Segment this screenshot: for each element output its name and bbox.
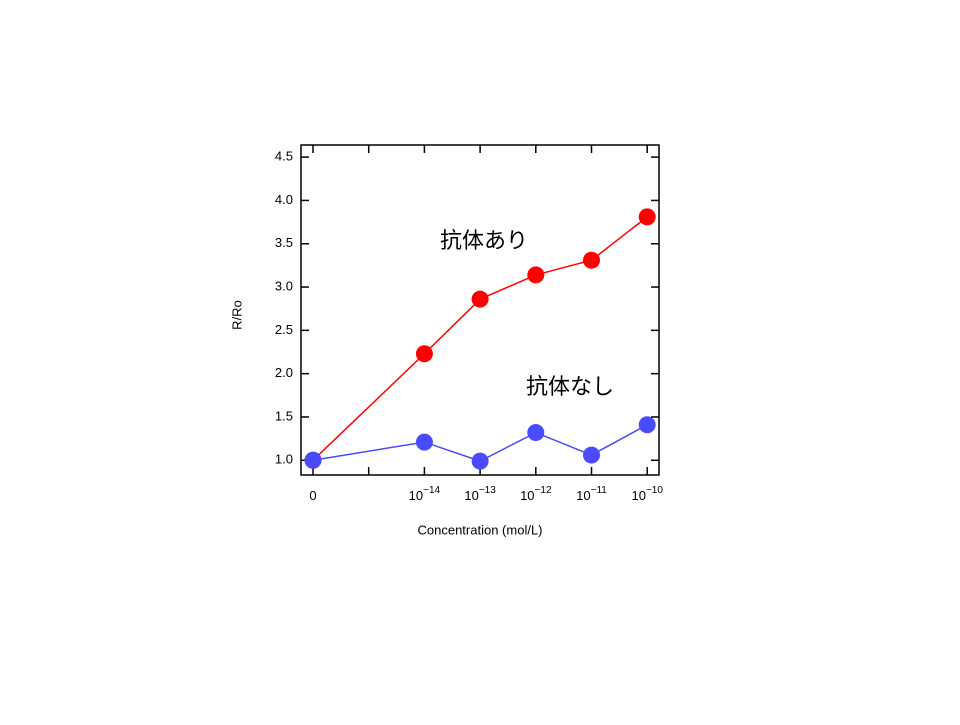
- y-tick-label: 3.0: [275, 278, 293, 293]
- y-tick-label: 1.5: [275, 408, 293, 423]
- y-tick-label: 3.5: [275, 235, 293, 250]
- x-tick-label: 10−13: [464, 485, 496, 504]
- x-tick-base: 0: [309, 488, 316, 503]
- data-point: [471, 452, 489, 470]
- data-point: [638, 416, 656, 434]
- series-line: [312, 424, 648, 462]
- data-point: [471, 290, 489, 308]
- series-annotation: 抗体なし: [526, 374, 614, 399]
- x-tick-base: 10: [464, 488, 478, 503]
- x-tick-base: 10: [520, 488, 534, 503]
- data-point: [583, 446, 600, 464]
- x-tick-base: 10: [576, 488, 590, 503]
- x-tick-exponent: −12: [535, 485, 552, 496]
- series-line: [312, 216, 648, 461]
- y-tick-label: 4.0: [275, 192, 293, 207]
- x-axis-label: Concentration (mol/L): [418, 522, 543, 537]
- x-tick-exponent: −10: [646, 485, 663, 496]
- x-tick-label: 10−12: [520, 485, 552, 504]
- data-point: [304, 451, 322, 469]
- x-tick-label: 10−10: [631, 485, 663, 504]
- series-annotation: 抗体あり: [440, 228, 528, 253]
- data-point: [583, 251, 600, 269]
- data-point: [415, 433, 433, 451]
- data-point: [415, 345, 433, 363]
- y-tick-label: 2.0: [275, 365, 293, 380]
- x-tick-exponent: −11: [591, 485, 608, 496]
- x-tick-label: 10−11: [576, 485, 607, 504]
- x-tick-label: 0: [309, 488, 316, 503]
- x-tick-exponent: −13: [479, 485, 496, 496]
- plot-frame: [300, 144, 660, 476]
- data-point: [527, 424, 545, 442]
- y-tick-label: 1.0: [275, 452, 293, 467]
- x-tick-base: 10: [631, 488, 645, 503]
- y-axis-label: R/Ro: [229, 300, 244, 330]
- data-point: [638, 208, 656, 226]
- x-tick-base: 10: [409, 488, 423, 503]
- x-tick-label: 10−14: [409, 485, 441, 504]
- y-tick-label: 4.5: [275, 149, 293, 164]
- x-tick-exponent: −14: [423, 485, 440, 496]
- y-tick-label: 2.5: [275, 322, 293, 337]
- data-point: [527, 266, 545, 284]
